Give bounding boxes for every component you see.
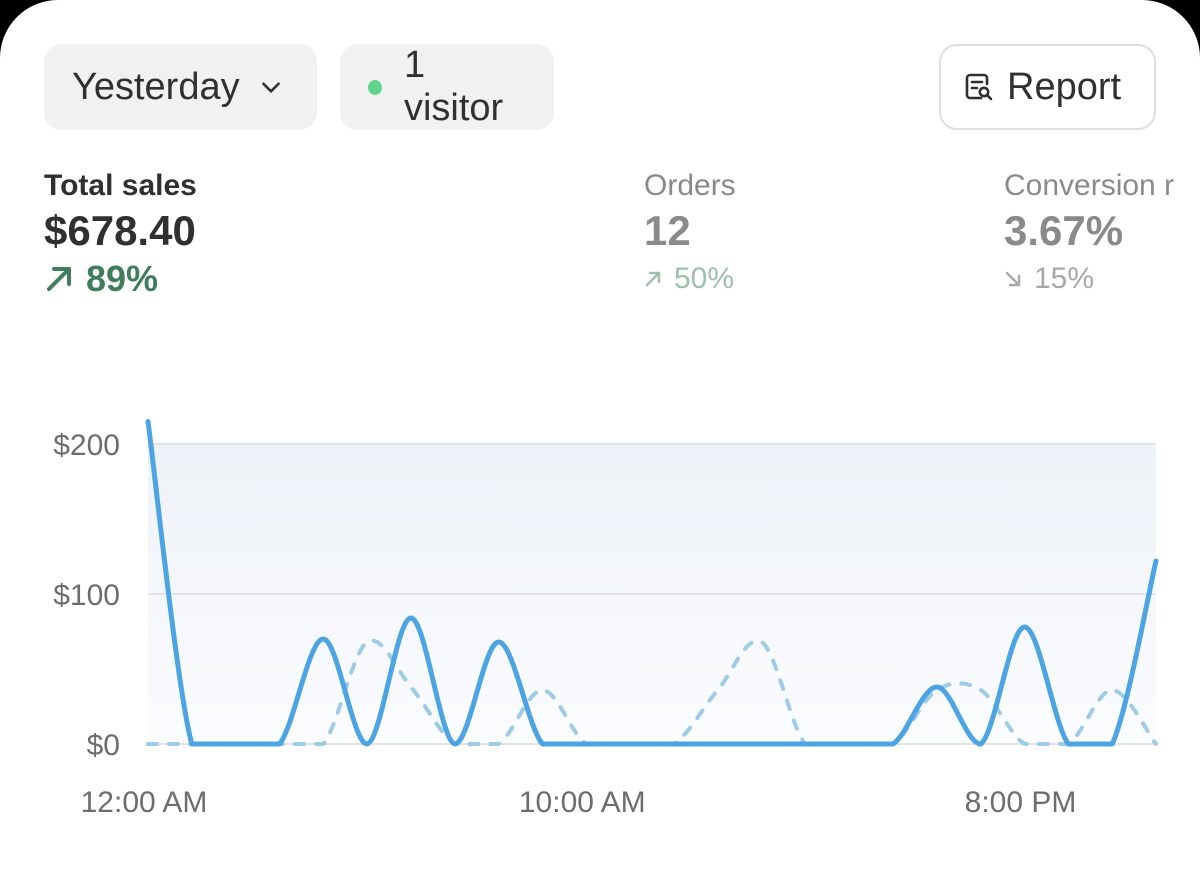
chevron-down-icon [261,82,280,93]
comparison-series-line [146,638,1158,746]
y-tick-label: $0 [87,729,120,762]
metric-total-sales[interactable]: Total sales $678.40 89% [44,168,197,300]
metric-change-value: 15% [1034,262,1095,295]
metric-conversion-rate[interactable]: Conversion r 3.67% 15% [1004,168,1174,300]
x-tick-label: 8:00 PM [965,786,1077,819]
y-tick-label: $100 [53,579,120,612]
arrow-down-right-icon [1005,271,1021,287]
metric-change-value: 50% [674,262,735,295]
report-button-label: Report [1007,65,1122,108]
report-button[interactable]: Report [939,44,1156,130]
metric-change: 50% [644,258,736,300]
metric-value: 12 [644,207,691,254]
metric-change-value: 89% [86,258,159,299]
sales-line-chart[interactable]: $200 $100 $0 12:00 AM 10:00 AM 8:00 PM [0,400,1200,840]
date-range-dropdown[interactable]: Yesterday [44,44,317,130]
metric-change: 89% [44,258,197,300]
metric-value: $678.40 [44,207,196,254]
arrow-up-right-icon [47,267,71,291]
metric-value: 3.67% [1004,207,1124,254]
metric-label: Conversion r [1004,169,1175,202]
x-tick-label: 12:00 AM [81,786,208,819]
date-range-label: Yesterday [72,65,240,108]
live-status-dot-icon [368,79,382,95]
metric-label: Total sales [44,169,197,202]
metric-label: Orders [644,169,736,202]
visitors-count-label: 1 visitor [403,44,504,129]
live-visitors-badge[interactable]: 1 visitor [340,44,554,130]
report-search-icon [965,73,993,101]
metric-change: 15% [1004,258,1174,300]
metric-orders[interactable]: Orders 12 50% [644,168,736,300]
x-tick-label: 10:00 AM [519,786,646,819]
y-tick-label: $200 [53,429,120,462]
primary-series-line [145,419,1159,747]
arrow-up-right-icon [645,271,661,287]
